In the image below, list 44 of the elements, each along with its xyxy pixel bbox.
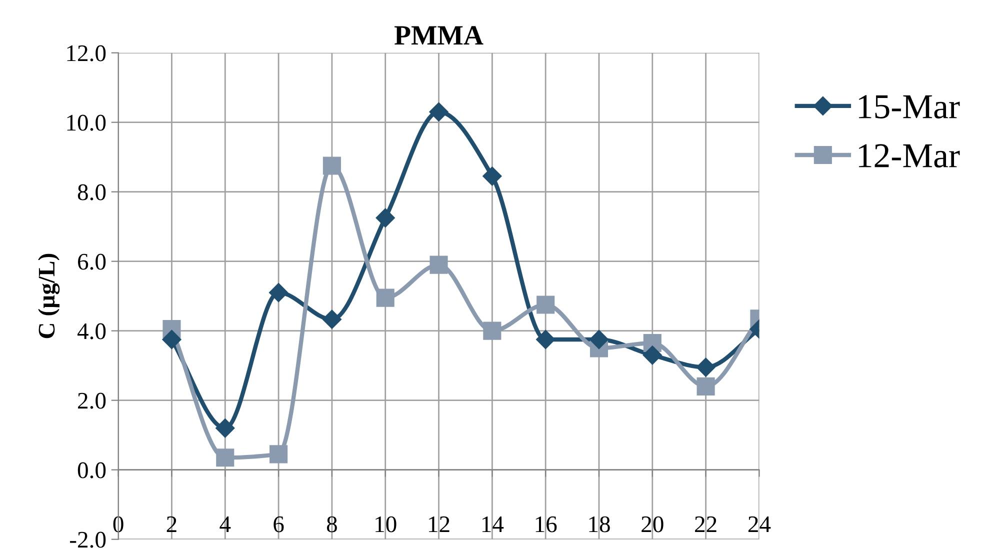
y-tick-label: 4.0 — [77, 323, 106, 340]
y-tick-label: 12.0 — [67, 45, 106, 62]
legend-label: 12-Mar — [858, 144, 960, 168]
point — [536, 296, 555, 314]
point — [482, 166, 502, 186]
legend-label: 15-Mar — [858, 95, 960, 118]
x-tick-label: 2 — [166, 516, 176, 532]
x-tick-label: 0 — [113, 516, 124, 532]
point — [269, 283, 288, 302]
x-tick-label: 12 — [429, 516, 450, 532]
x-tick-label: 8 — [326, 516, 337, 532]
y-tick-label: 10.0 — [67, 114, 106, 131]
point — [270, 445, 288, 464]
chart-title: PMMA — [394, 26, 484, 44]
x-tick-label: 18 — [589, 516, 610, 532]
point — [430, 256, 448, 274]
x-tick-label: 14 — [482, 516, 504, 532]
point — [216, 448, 234, 467]
point — [376, 288, 394, 307]
point — [483, 322, 502, 340]
x-tick-label: 4 — [220, 516, 231, 532]
x-tick-label: 16 — [536, 516, 557, 532]
y-tick-label: 8.0 — [78, 184, 106, 200]
x-tick-label: 6 — [274, 516, 284, 532]
point — [589, 330, 609, 350]
point — [642, 346, 662, 365]
point — [696, 358, 716, 377]
x-tick-label: 24 — [748, 516, 771, 532]
x-tick-label: 20 — [642, 516, 664, 532]
point — [216, 418, 235, 438]
point — [376, 208, 395, 228]
y-tick-label: 6.0 — [78, 254, 106, 270]
point — [162, 330, 182, 350]
point — [322, 156, 341, 175]
x-tick-label: 22 — [695, 516, 716, 532]
y-tick-label: 2.0 — [78, 392, 106, 409]
point — [696, 377, 715, 396]
point — [536, 330, 556, 350]
y-tick-label: -2.0 — [70, 532, 106, 548]
y-tick-label: 0.0 — [78, 462, 106, 478]
point — [429, 102, 448, 122]
x-tick-label: 10 — [376, 516, 396, 532]
point — [322, 310, 342, 329]
y-axis-title: C (µg/L) — [38, 254, 60, 338]
